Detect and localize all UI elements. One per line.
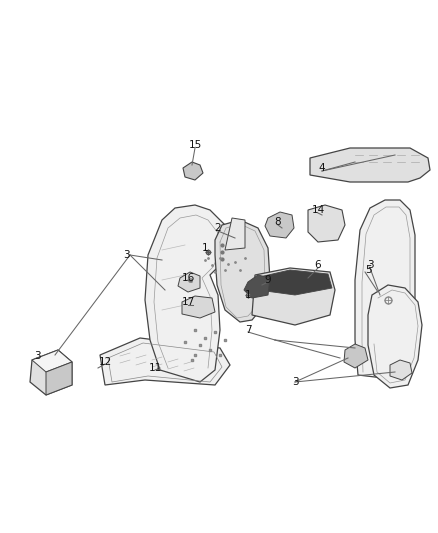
Polygon shape <box>30 350 72 395</box>
Polygon shape <box>244 275 270 298</box>
Polygon shape <box>310 148 430 182</box>
Text: 1: 1 <box>245 290 251 300</box>
Polygon shape <box>344 344 368 368</box>
Polygon shape <box>145 205 228 382</box>
Polygon shape <box>182 296 215 318</box>
Text: 6: 6 <box>314 260 321 270</box>
Polygon shape <box>100 338 230 385</box>
Text: 5: 5 <box>365 265 371 275</box>
Text: 3: 3 <box>367 260 373 270</box>
Text: 12: 12 <box>99 357 112 367</box>
Text: 8: 8 <box>275 217 281 227</box>
Polygon shape <box>390 360 412 380</box>
Text: 17: 17 <box>181 297 194 307</box>
Text: 16: 16 <box>181 273 194 283</box>
Polygon shape <box>355 200 415 380</box>
Text: 11: 11 <box>148 363 162 373</box>
Text: 4: 4 <box>319 163 325 173</box>
Text: 3: 3 <box>124 250 130 260</box>
Polygon shape <box>252 268 335 325</box>
Polygon shape <box>215 220 270 322</box>
Polygon shape <box>368 285 422 388</box>
Text: 3: 3 <box>34 351 40 361</box>
Polygon shape <box>265 212 294 238</box>
Text: 1: 1 <box>201 243 208 253</box>
Polygon shape <box>225 218 245 250</box>
Polygon shape <box>46 362 72 395</box>
Text: 9: 9 <box>265 275 271 285</box>
Text: 14: 14 <box>311 205 325 215</box>
Polygon shape <box>255 270 332 295</box>
Text: 15: 15 <box>188 140 201 150</box>
Text: 2: 2 <box>215 223 221 233</box>
Polygon shape <box>183 162 203 180</box>
Polygon shape <box>32 350 72 372</box>
Polygon shape <box>308 205 345 242</box>
Text: 7: 7 <box>245 325 251 335</box>
Polygon shape <box>178 272 200 292</box>
Text: 3: 3 <box>292 377 298 387</box>
